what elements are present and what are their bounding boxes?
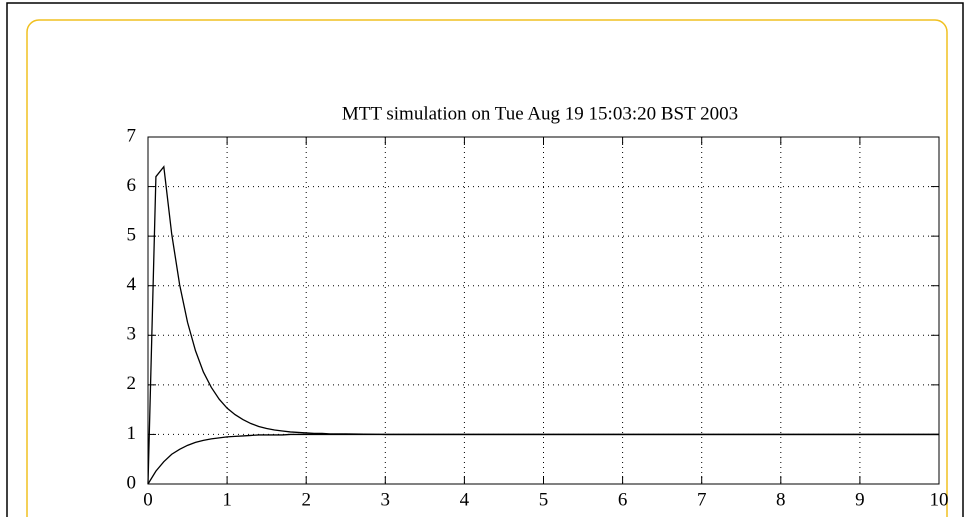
y-tick-label: 0 [127,472,137,493]
window-frame [6,2,964,517]
x-tick-label: 9 [855,489,865,510]
y-tick-label: 4 [127,274,137,295]
x-tick-label: 1 [222,489,232,510]
y-tick-label: 6 [127,175,137,196]
x-tick-label: 7 [697,489,707,510]
line-series [147,433,939,485]
y-tick-label: 2 [127,373,137,394]
y-tick-label: 7 [127,125,137,146]
x-tick-label: 2 [301,489,311,510]
panel-border [26,19,948,517]
plot-frame [147,136,940,485]
x-tick-label: 8 [776,489,786,510]
y-tick-label: 3 [127,324,137,345]
x-tick-label: 4 [460,489,470,510]
x-tick-label: 5 [539,489,549,510]
x-tick-label: 6 [618,489,628,510]
y-tick-label: 5 [127,225,137,246]
x-tick-label: 10 [930,489,949,510]
x-tick-label: 3 [381,489,391,510]
y-tick-label: 1 [127,423,137,444]
x-tick-label: 0 [143,489,153,510]
chart-title: MTT simulation on Tue Aug 19 15:03:20 BS… [342,103,738,124]
